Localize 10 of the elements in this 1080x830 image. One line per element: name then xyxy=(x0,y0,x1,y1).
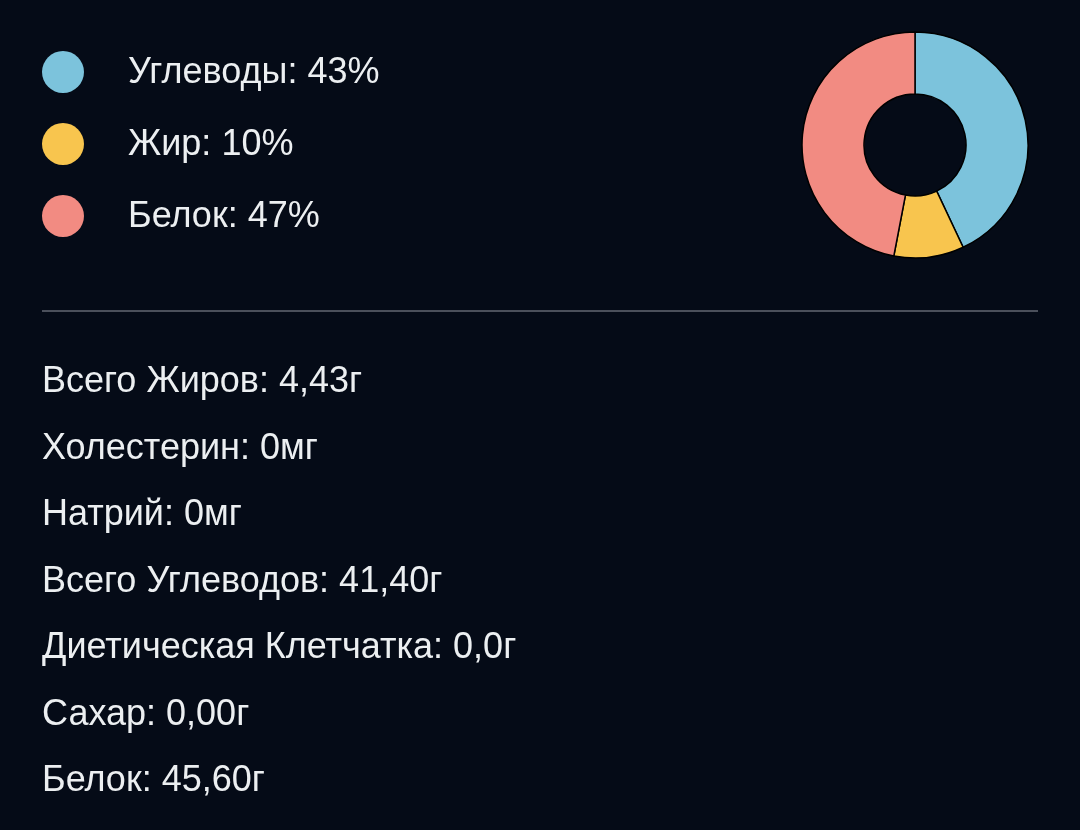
text: Всего Углеводов: 41,40г xyxy=(42,557,444,602)
text: Натрий: 0мг xyxy=(42,491,243,535)
legend-label: Белок: 47% xyxy=(128,194,320,235)
text: Сахар: 0,00г xyxy=(42,690,251,735)
text: Диетическая Клетчатка: 0,0г xyxy=(42,624,517,668)
text: Белок: 45,60г xyxy=(42,757,266,801)
legend-label: Жир: 10% xyxy=(128,122,294,163)
text: Холестерин: 0мг xyxy=(42,424,319,469)
legend-label: Углеводы: 43% xyxy=(128,50,380,91)
text: Всего Жиров: 4,43г xyxy=(42,358,364,402)
